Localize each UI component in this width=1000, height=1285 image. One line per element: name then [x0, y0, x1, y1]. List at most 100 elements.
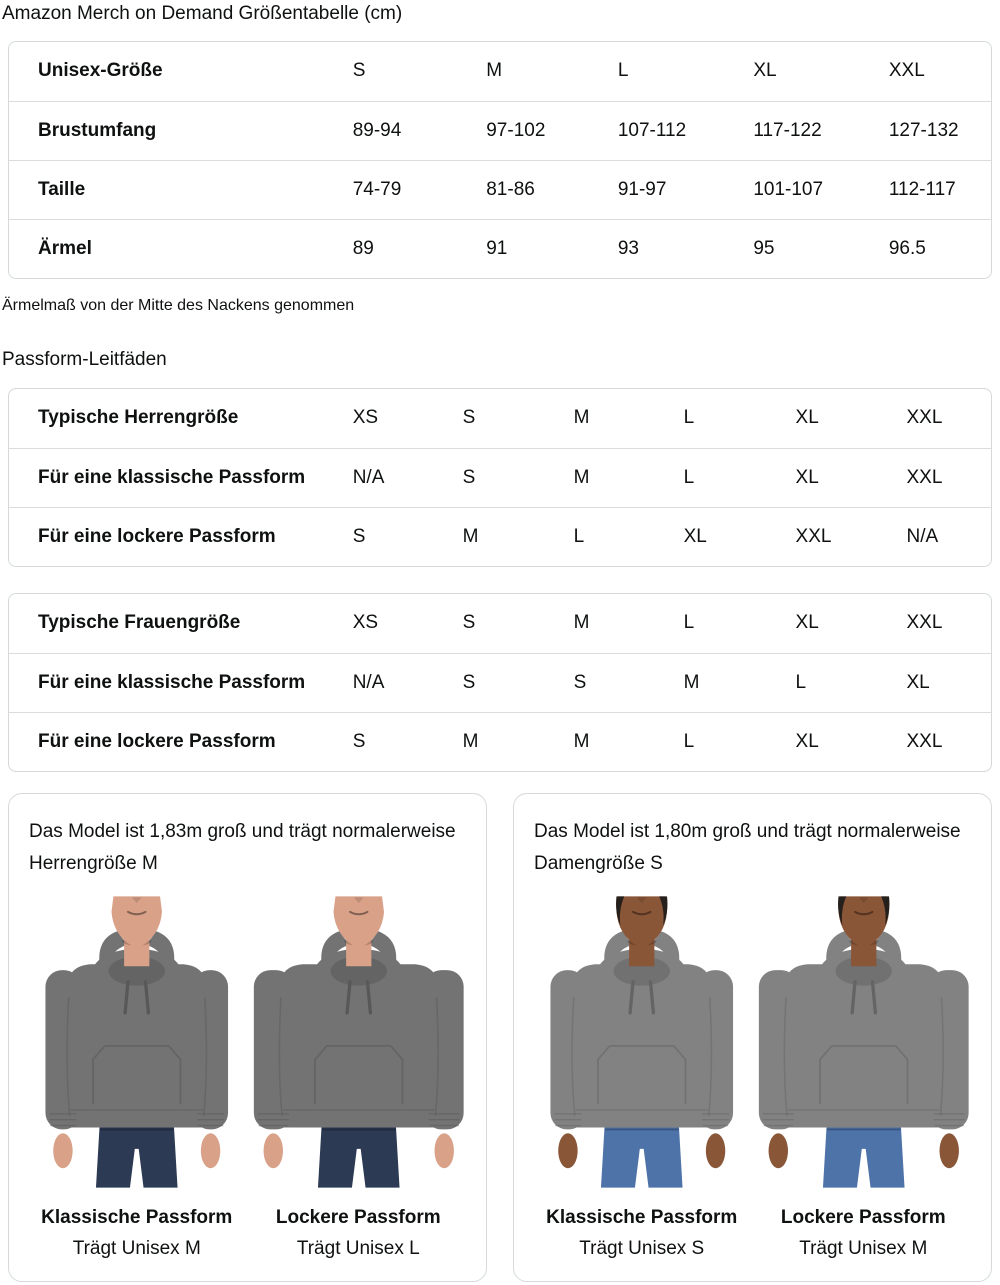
hoodie-model-photo — [248, 892, 468, 1192]
row-label: Für eine lockere Passform — [9, 711, 353, 771]
unisex-size-table-grid: Unisex-Größe S M L XL XXL Brustumfang 89-94 97-1… — [9, 42, 991, 278]
table-row: Typische Herrengröße XS S M L XL XXL — [9, 389, 991, 448]
size-cell: 91 — [486, 218, 618, 278]
model-figure: Lockere Passform Trägt Unisex M — [753, 892, 973, 1261]
size-cell: N/A — [352, 447, 463, 507]
size-cell: S — [462, 652, 574, 712]
row-label: Für eine klassische Passform — [9, 652, 353, 712]
fit-type-label: Lockere Passform — [275, 1207, 441, 1228]
row-label: Taille — [9, 159, 353, 219]
fit-type-label: Klassische Passform — [546, 1207, 738, 1228]
size-cell: L — [617, 60, 629, 82]
size-cell: 89-94 — [352, 100, 487, 160]
row-label: Brustumfang — [9, 100, 353, 160]
size-cell: 81-86 — [486, 159, 618, 219]
table-row: Ärmel 89 91 93 95 96.5 — [9, 218, 991, 278]
worn-size-label: Trägt Unisex S — [579, 1238, 705, 1259]
table-row: Taille 74-79 81-86 91-97 101-107 112-117 — [9, 159, 991, 219]
size-cell: M — [462, 711, 574, 771]
size-cell: L — [795, 652, 907, 712]
worn-size-label: Trägt Unisex M — [72, 1238, 201, 1259]
table-row: Unisex-Größe S M L XL XXL — [9, 42, 991, 101]
table-row: Für eine klassische Passform N/A S S M L XL — [9, 652, 991, 712]
size-cell: 93 — [617, 218, 754, 278]
table-row: Für eine lockere Passform S M L XL XXL N/A — [9, 506, 991, 566]
size-cell: S — [462, 447, 574, 507]
row-label: Unisex-Größe — [38, 60, 163, 82]
size-cell: 95 — [753, 218, 889, 278]
size-cell: XL — [906, 652, 991, 712]
size-cell: S — [352, 711, 463, 771]
size-cell: S — [352, 506, 463, 566]
size-cell: XXL — [888, 60, 925, 82]
size-cell: XL — [795, 407, 819, 429]
male-model-figures: Klassische Passform Trägt Unisex M Lockere… — [27, 892, 468, 1261]
size-cell: XL — [795, 711, 907, 771]
size-cell: L — [683, 407, 695, 429]
size-cell: XL — [795, 447, 907, 507]
size-cell: 127-132 — [888, 100, 991, 160]
row-label: Typische Frauengröße — [38, 612, 241, 634]
model-cards-row: Das Model ist 1,83m groß und trägt norma… — [8, 793, 992, 1282]
size-cell: M — [573, 612, 590, 634]
size-cell: M — [486, 60, 503, 82]
sleeve-measure-note: Ärmelmaß von der Mitte des Nackens genom… — [2, 297, 355, 314]
female-model-figures: Klassische Passform Trägt Unisex S Lockere… — [532, 892, 973, 1261]
size-cell: 74-79 — [352, 159, 487, 219]
size-cell: M — [573, 407, 590, 429]
row-label: Für eine lockere Passform — [9, 506, 353, 566]
size-cell: S — [462, 407, 476, 429]
size-cell: 117-122 — [753, 100, 889, 160]
hoodie-model-photo — [532, 892, 752, 1192]
size-cell: XXL — [795, 506, 907, 566]
size-cell: S — [352, 60, 366, 82]
size-cell: M — [683, 652, 796, 712]
size-cell: XXL — [906, 612, 943, 634]
row-label: Ärmel — [9, 218, 353, 278]
row-label: Für eine klassische Passform — [9, 447, 353, 507]
model-figure: Klassische Passform Trägt Unisex M — [27, 892, 247, 1261]
womens-fit-table-grid: Typische Frauengröße XS S M L XL XXL Für eine k… — [9, 594, 991, 771]
size-cell: L — [683, 711, 796, 771]
size-cell: XL — [795, 612, 819, 634]
table-row: Für eine lockere Passform S M M L XL XXL — [9, 711, 991, 771]
size-cell: L — [683, 447, 796, 507]
row-label: Typische Herrengröße — [38, 407, 239, 429]
female-model-description: Das Model ist 1,80m groß und trägt norma… — [534, 821, 961, 874]
worn-size-label: Trägt Unisex L — [296, 1238, 420, 1259]
unisex-size-table: Unisex-Größe S M L XL XXL Brustumfang 89-94 97-1… — [8, 41, 992, 279]
size-cell: 112-117 — [888, 159, 991, 219]
mens-fit-table-grid: Typische Herrengröße XS S M L XL XXL Für eine k… — [9, 389, 991, 566]
hoodie-model-photo — [27, 892, 247, 1192]
size-cell: XL — [683, 506, 796, 566]
worn-size-label: Trägt Unisex M — [799, 1238, 928, 1259]
size-cell: XS — [352, 612, 379, 634]
size-cell: S — [462, 612, 476, 634]
page-title: Amazon Merch on Demand Größentabelle (cm… — [2, 3, 403, 24]
size-cell: XXL — [906, 711, 991, 771]
size-cell: XXL — [906, 447, 991, 507]
male-model-card: Das Model ist 1,83m groß und trägt norma… — [8, 793, 487, 1282]
womens-fit-table: Typische Frauengröße XS S M L XL XXL Für eine k… — [8, 593, 992, 772]
size-cell: M — [573, 711, 684, 771]
size-cell: N/A — [352, 652, 463, 712]
table-row: Brustumfang 89-94 97-102 107-112 117-122 127-… — [9, 100, 991, 160]
size-cell: XS — [352, 407, 379, 429]
size-cell: S — [573, 652, 684, 712]
fit-type-label: Klassische Passform — [41, 1207, 233, 1228]
size-cell: XL — [753, 60, 777, 82]
fit-guides-heading: Passform-Leitfäden — [2, 349, 167, 370]
size-cell: 89 — [352, 218, 487, 278]
table-row: Für eine klassische Passform N/A S M L XL XXL — [9, 447, 991, 507]
model-figure: Lockere Passform Trägt Unisex L — [248, 892, 468, 1261]
size-cell: 97-102 — [486, 100, 618, 160]
size-cell: 101-107 — [753, 159, 889, 219]
size-cell: M — [462, 506, 574, 566]
size-cell: L — [683, 612, 695, 634]
male-model-description: Das Model ist 1,83m groß und trägt norma… — [29, 821, 456, 874]
size-cell: M — [573, 447, 684, 507]
size-cell: L — [573, 506, 684, 566]
size-cell: 107-112 — [617, 100, 754, 160]
female-model-card: Das Model ist 1,80m groß und trägt norma… — [513, 793, 992, 1282]
